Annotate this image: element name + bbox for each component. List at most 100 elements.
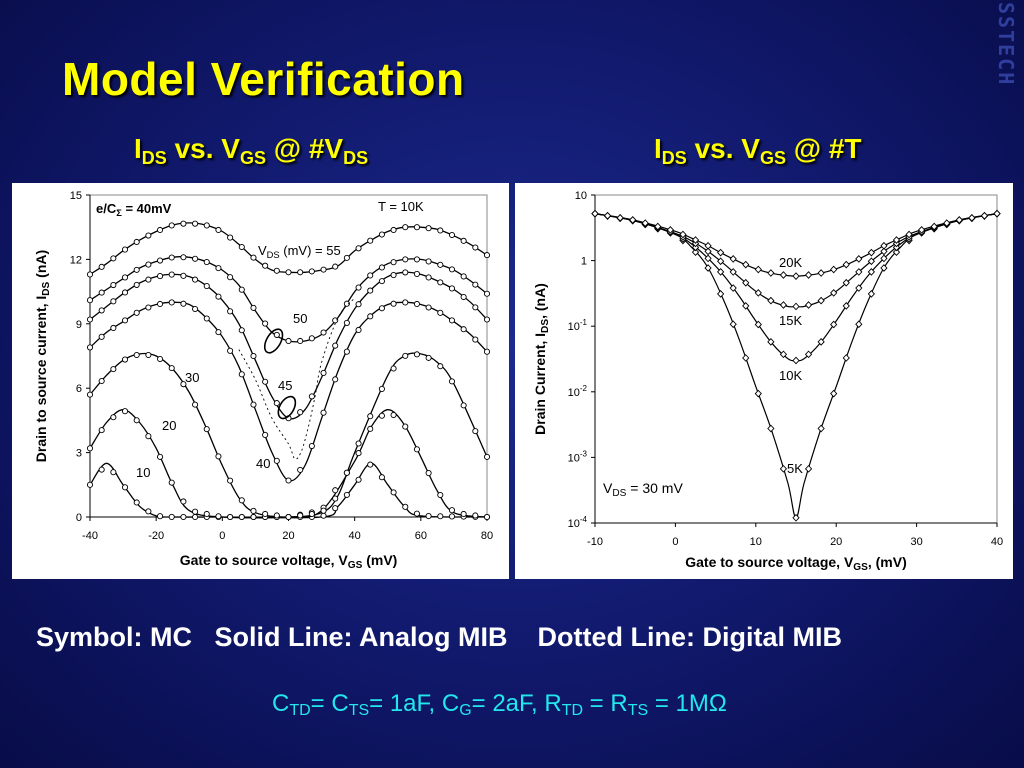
- mc-point: [145, 276, 152, 283]
- mc-point: [98, 377, 105, 385]
- mc-point: [203, 426, 210, 433]
- mc-point: [855, 255, 863, 263]
- mc-point: [729, 255, 737, 263]
- mc-point: [332, 376, 339, 383]
- x-axis-title: Gate to source voltage, VGS (mV): [180, 552, 398, 571]
- mc-point: [792, 302, 800, 311]
- mc-point: [390, 365, 397, 372]
- right-chart: 10 1 10-1 10-2 10-3 10-4 -10 0 10 20 30 40 Gate to s…: [532, 190, 1003, 573]
- mc-point: [297, 466, 304, 473]
- mc-point: [180, 220, 187, 227]
- mc-point: [121, 484, 129, 491]
- mc-point: [168, 299, 175, 306]
- mc-point: [86, 391, 94, 398]
- mc-point: [425, 470, 432, 477]
- mc-point: [343, 491, 350, 498]
- mc-point: [343, 319, 350, 326]
- x-tick-label: 20: [282, 530, 294, 542]
- mc-point: [86, 344, 94, 351]
- mc-point: [880, 241, 888, 250]
- mc-point: [402, 503, 409, 510]
- y-axis-title: Drain Current, IDS, (nA): [532, 283, 551, 435]
- mc-point: [98, 263, 105, 270]
- mc-point: [355, 284, 362, 291]
- mc-point: [855, 284, 863, 292]
- mc-point: [157, 453, 164, 460]
- mc-point: [192, 276, 199, 283]
- mc-point: [483, 453, 491, 460]
- mc-point: [308, 393, 315, 400]
- mc-point: [460, 402, 467, 409]
- mc-point: [215, 453, 222, 460]
- mc-point: [180, 513, 187, 521]
- mc-point: [367, 313, 374, 320]
- mc-point: [121, 317, 129, 324]
- mc-point: [448, 231, 456, 239]
- mc-point: [425, 274, 432, 281]
- mc-point: [767, 424, 775, 433]
- mc-point: [203, 282, 210, 290]
- mc-point: [779, 271, 788, 279]
- mc-point: [892, 248, 901, 257]
- t-10k-label: 10K: [779, 368, 802, 383]
- mc-point: [367, 237, 374, 244]
- mc-point: [238, 371, 245, 378]
- mc-point: [273, 267, 280, 274]
- mc-point: [378, 474, 385, 481]
- mc-point: [437, 513, 444, 520]
- mc-point: [437, 227, 444, 234]
- y-tick-label: 10-4: [568, 515, 588, 530]
- corner-logo: SSTECH: [994, 2, 1018, 87]
- mc-point: [742, 278, 750, 287]
- mc-point: [157, 273, 164, 280]
- mc-point: [842, 260, 850, 269]
- mc-point: [402, 423, 409, 430]
- mc-point: [930, 222, 938, 231]
- mc-point: [121, 246, 129, 253]
- mc-point: [157, 355, 164, 363]
- mc-point: [367, 413, 374, 420]
- mc-point: [402, 224, 409, 231]
- mc-point: [804, 271, 813, 279]
- mc-point: [192, 255, 199, 262]
- y-tick-label: 3: [76, 448, 82, 460]
- mc-point: [918, 226, 926, 234]
- mc-point: [842, 278, 850, 287]
- mc-point: [425, 258, 432, 265]
- series-line-20: [89, 409, 488, 519]
- mc-point: [297, 269, 304, 276]
- mc-point: [332, 505, 339, 512]
- mc-point: [98, 427, 105, 434]
- right-chart-subtitle: IDS vs. VGS @ #T: [654, 133, 862, 168]
- mc-point: [355, 476, 362, 483]
- mc-point: [591, 209, 599, 218]
- mc-point: [343, 300, 350, 307]
- mc-point: [413, 224, 420, 231]
- mc-point: [367, 425, 374, 432]
- mc-point: [110, 366, 117, 373]
- mc-point: [133, 238, 140, 246]
- mc-point: [308, 510, 315, 518]
- mc-point: [448, 378, 456, 385]
- mc-point: [472, 428, 479, 435]
- mc-point: [817, 269, 825, 277]
- mc-point: [203, 510, 210, 518]
- mc-point: [425, 304, 432, 311]
- mc-point: [157, 257, 164, 264]
- mc-point: [180, 300, 187, 307]
- series-line-10K: [594, 213, 998, 362]
- mc-point: [133, 309, 140, 316]
- mc-point: [767, 296, 775, 305]
- vds-annotation: VDS = 30 mV: [603, 480, 683, 499]
- mc-point: [367, 287, 374, 294]
- mc-point: [804, 350, 813, 359]
- mc-point: [855, 268, 863, 276]
- mc-point: [448, 266, 456, 273]
- x-tick-label: 0: [219, 530, 225, 542]
- mc-point: [320, 329, 327, 336]
- mc-point: [679, 230, 687, 239]
- mc-point: [110, 298, 117, 305]
- mc-point: [343, 469, 350, 476]
- y-tick-label: 15: [70, 190, 82, 202]
- mc-point: [238, 327, 245, 334]
